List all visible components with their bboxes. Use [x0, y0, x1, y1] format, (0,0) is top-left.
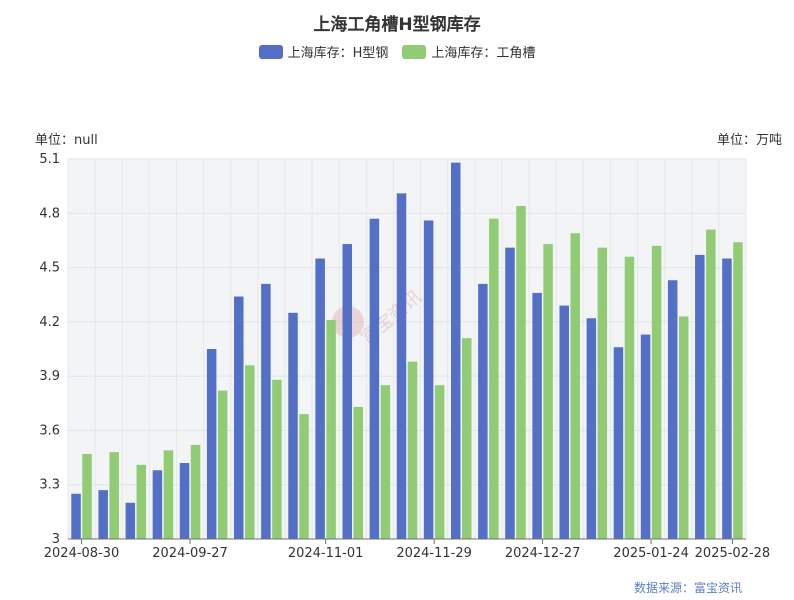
bar-angle-channel — [136, 464, 147, 539]
data-source: 数据来源：富宝资讯 — [633, 581, 742, 595]
x-tick-label: 2024-11-29 — [396, 546, 472, 561]
legend-label-h-beam: 上海库存：H型钢 — [287, 46, 389, 61]
bar-angle-channel — [624, 256, 635, 539]
bar-angle-channel — [326, 320, 336, 539]
bar-angle-channel — [706, 229, 716, 540]
bar-h-beam — [586, 318, 597, 539]
legend-label-angle-channel: 上海库存：工角槽 — [431, 46, 536, 61]
bar-angle-channel — [489, 218, 499, 539]
bar-h-beam — [695, 254, 705, 539]
legend-swatch-h-beam — [258, 44, 283, 59]
bar-angle-channel — [733, 242, 743, 539]
bar-h-beam — [206, 349, 217, 539]
chart-title: 上海工角槽H型钢库存 — [313, 15, 481, 35]
bar-h-beam — [613, 347, 624, 539]
bar-h-beam — [423, 220, 434, 539]
bar-angle-channel — [82, 453, 92, 539]
x-tick-label: 2024-08-30 — [44, 546, 120, 561]
bar-h-beam — [98, 490, 108, 539]
bar-angle-channel — [190, 444, 201, 539]
bar-h-beam — [505, 247, 515, 539]
x-tick-label: 2024-11-01 — [288, 546, 364, 561]
x-tick-label: 2025-02-28 — [695, 546, 771, 561]
legend-item-angle-channel[interactable]: 上海库存：工角槽 — [402, 42, 535, 61]
bar-h-beam — [261, 283, 271, 539]
bar-angle-channel — [651, 245, 662, 539]
bar-angle-channel — [407, 361, 418, 539]
bar-angle-channel — [434, 385, 445, 539]
legend-swatch-angle-channel — [402, 44, 427, 59]
x-tick-label: 2024-12-27 — [505, 546, 581, 561]
bar-h-beam — [478, 283, 488, 539]
bar-h-beam — [450, 162, 461, 539]
bar-angle-channel — [272, 379, 282, 539]
bar-angle-channel — [543, 244, 553, 540]
bar-h-beam — [152, 470, 163, 539]
bar-angle-channel — [570, 233, 580, 539]
bar-h-beam — [369, 218, 380, 539]
bar-angle-channel — [163, 450, 174, 539]
bar-h-beam — [342, 244, 353, 540]
bar-h-beam — [179, 463, 190, 539]
y-tick-label: 3.6 — [39, 423, 60, 438]
bar-h-beam — [234, 296, 244, 539]
bar-h-beam — [722, 258, 732, 539]
y-tick-label: 5.1 — [39, 152, 60, 167]
bar-h-beam — [559, 305, 569, 539]
bar-angle-channel — [461, 338, 472, 539]
bar-angle-channel — [109, 452, 119, 539]
y-tick-label: 3 — [52, 532, 60, 547]
bar-h-beam — [288, 312, 298, 539]
bar-angle-channel — [597, 247, 608, 539]
x-tick-label: 2024-09-27 — [152, 546, 228, 561]
left-axis-unit: 单位：null — [35, 133, 98, 148]
bar-angle-channel — [299, 414, 309, 539]
bar-h-beam — [396, 193, 407, 539]
bar-h-beam — [125, 502, 136, 539]
x-tick-label: 2025-01-24 — [613, 546, 689, 561]
bar-h-beam — [315, 258, 325, 539]
y-tick-label: 3.3 — [39, 478, 60, 493]
bar-angle-channel — [678, 316, 689, 539]
bar-angle-channel — [380, 385, 391, 539]
legend: 上海库存：H型钢 上海库存：工角槽 — [0, 42, 794, 61]
y-tick-label: 3.9 — [39, 369, 60, 384]
bar-angle-channel — [353, 406, 364, 539]
bar-h-beam — [71, 493, 81, 539]
y-tick-label: 4.2 — [39, 315, 60, 330]
y-tick-label: 4.8 — [39, 206, 60, 221]
bar-h-beam — [532, 292, 542, 539]
bar-h-beam — [640, 334, 651, 539]
bar-angle-channel — [516, 206, 526, 540]
bar-angle-channel — [217, 390, 228, 539]
bar-angle-channel — [245, 365, 255, 539]
bar-h-beam — [667, 280, 678, 539]
legend-item-h-beam[interactable]: 上海库存：H型钢 — [258, 42, 389, 61]
y-tick-label: 4.5 — [39, 261, 60, 276]
right-axis-unit: 单位：万吨 — [716, 133, 782, 148]
